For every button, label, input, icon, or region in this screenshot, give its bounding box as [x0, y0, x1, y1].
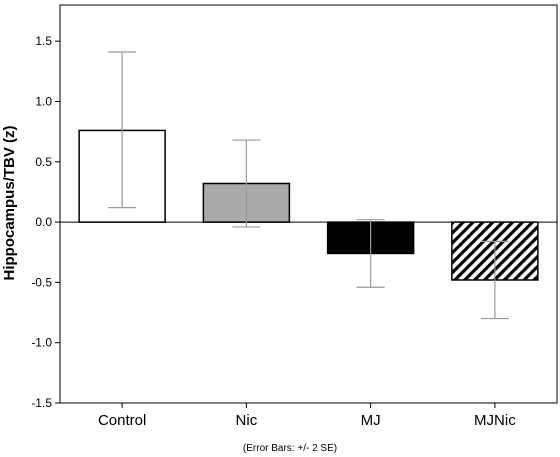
y-tick-label: 1.0: [35, 94, 52, 108]
y-axis-label: Hippocampus/TBV (z): [1, 125, 18, 280]
y-axis-ticks: 1.5 1.0 0.5 0.0 -0.5 -1.0 -1.5: [31, 34, 60, 410]
y-tick-label: -0.5: [31, 275, 52, 289]
error-bar-mjnic: [480, 240, 509, 320]
error-bar-mj: [356, 219, 385, 288]
y-tick-label: -1.0: [31, 336, 52, 350]
category-labels: Control Nic MJ MJNic: [98, 403, 516, 429]
y-tick-label: -1.5: [31, 396, 52, 410]
bars: [78, 129, 539, 281]
category-label: Control: [98, 412, 146, 429]
error-bar-nic: [232, 139, 261, 228]
plot-frame: [59, 4, 558, 404]
error-bar-control: [108, 51, 137, 209]
error-bar-note: (Error Bars: +/- 2 SE): [243, 443, 337, 454]
category-label: MJ: [361, 412, 381, 429]
y-tick-label: 0.5: [35, 155, 52, 169]
error-bars: [108, 51, 509, 320]
category-label: MJNic: [474, 412, 516, 429]
category-label: Nic: [236, 412, 258, 429]
y-tick-label: 0.0: [35, 215, 52, 229]
y-tick-label: 1.5: [35, 34, 52, 48]
